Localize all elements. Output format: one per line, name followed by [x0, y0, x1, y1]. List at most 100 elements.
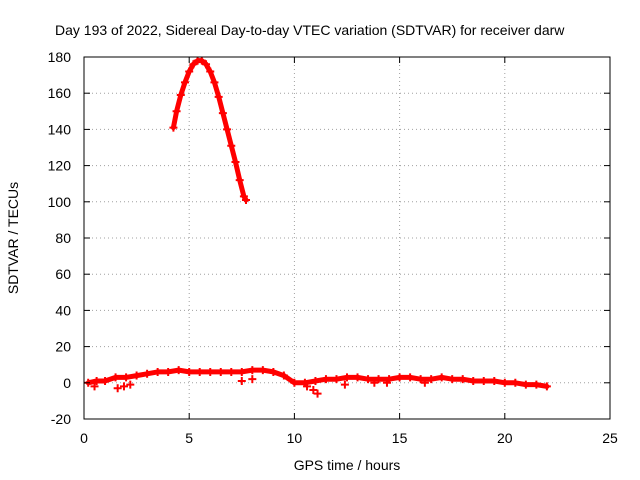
data-point [279, 371, 288, 380]
data-point [490, 376, 499, 385]
x-tick-label: 20 [497, 430, 513, 446]
x-tick-label: 5 [185, 430, 193, 446]
data-point [174, 366, 183, 375]
data-point [406, 373, 415, 382]
data-point [132, 371, 141, 380]
y-tick-label: 180 [48, 49, 72, 65]
data-point [511, 378, 520, 387]
y-tick-label: 40 [55, 302, 71, 318]
data-point [231, 157, 240, 166]
y-tick-label: 80 [55, 230, 71, 246]
data-point [237, 376, 246, 385]
x-tick-label: 25 [602, 430, 618, 446]
data-point [113, 384, 122, 393]
series-group [90, 375, 429, 398]
data-point [311, 376, 320, 385]
data-point [206, 367, 215, 376]
data-point [214, 92, 223, 101]
data-point [143, 369, 152, 378]
data-point [290, 378, 299, 387]
plot-frame [83, 56, 611, 420]
series-group [84, 366, 551, 391]
data-point [500, 378, 509, 387]
y-tick-label: 160 [48, 85, 72, 101]
data-point [343, 373, 351, 382]
data-point [269, 367, 278, 376]
data-point [218, 109, 227, 118]
y-tick-label: 140 [48, 121, 72, 137]
data-point [448, 375, 457, 384]
data-point [197, 56, 206, 65]
axis-ticks: 0 5 10 15 20 25 -20 0 20 40 60 80 100 120 140 160 180 [48, 49, 618, 446]
data-point [332, 375, 341, 384]
data-point [164, 367, 173, 376]
data-point [542, 382, 551, 391]
data-point [364, 375, 373, 384]
data-point [126, 380, 135, 389]
data-point [202, 60, 211, 69]
x-axis-label: GPS time / hours [294, 457, 401, 473]
y-tick-label: 0 [63, 375, 71, 391]
data-series [84, 56, 551, 398]
series-group [169, 56, 251, 204]
data-point [237, 367, 246, 376]
data-point [216, 367, 225, 376]
y-tick-label: 100 [48, 194, 72, 210]
data-point [303, 382, 312, 391]
data-point [532, 380, 541, 389]
x-tick-label: 10 [287, 430, 303, 446]
data-point [195, 367, 204, 376]
data-point [90, 382, 99, 391]
data-point [437, 373, 446, 382]
data-point [185, 367, 194, 376]
chart-title: Day 193 of 2022, Sidereal Day-to-day VTE… [55, 22, 565, 38]
data-point [92, 376, 101, 385]
data-point [248, 366, 257, 375]
data-point [395, 373, 404, 382]
data-point [458, 375, 467, 384]
y-tick-label: -20 [51, 411, 71, 427]
data-point [101, 376, 110, 385]
data-point [479, 376, 488, 385]
data-point [122, 373, 131, 382]
y-tick-label: 20 [55, 339, 71, 355]
data-point [176, 91, 185, 100]
data-point [374, 375, 383, 384]
y-tick-label: 60 [55, 266, 71, 282]
data-point [169, 123, 178, 132]
x-tick-label: 0 [80, 430, 88, 446]
data-point [340, 380, 349, 389]
data-point [119, 382, 128, 391]
data-point [206, 67, 215, 76]
data-point [172, 107, 181, 116]
x-tick-label: 15 [392, 430, 408, 446]
data-point [258, 366, 267, 375]
data-point [227, 141, 236, 150]
data-point [420, 378, 429, 387]
y-tick-label: 120 [48, 158, 72, 174]
data-point [353, 373, 362, 382]
data-point [370, 378, 379, 387]
data-point [111, 373, 120, 382]
data-point [185, 67, 194, 76]
data-point [427, 375, 436, 384]
data-point [382, 378, 391, 387]
data-point [223, 125, 232, 134]
data-point [153, 367, 162, 376]
data-point [189, 60, 198, 69]
grid [84, 57, 610, 419]
y-axis-label: SDTVAR / TECUs [5, 182, 21, 294]
data-point [210, 78, 219, 87]
data-point [248, 375, 257, 384]
data-point [242, 195, 251, 204]
data-point [321, 375, 330, 384]
data-point [416, 375, 425, 384]
data-point [309, 386, 318, 395]
data-point [313, 389, 322, 398]
data-point [180, 78, 189, 87]
data-point [469, 376, 478, 385]
data-point [227, 367, 236, 376]
data-point [235, 176, 244, 185]
data-point [521, 380, 530, 389]
